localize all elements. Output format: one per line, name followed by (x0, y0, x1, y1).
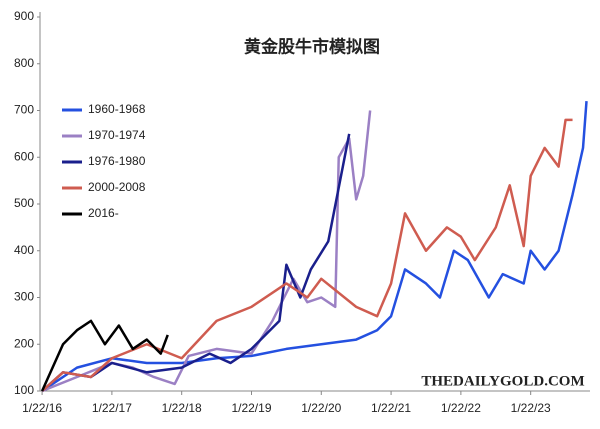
x-tick-label: 1/22/17 (92, 401, 132, 415)
y-tick-label: 100 (14, 383, 34, 397)
y-tick-label: 400 (14, 243, 34, 257)
y-tick-label: 900 (14, 9, 34, 23)
x-tick-label: 1/22/18 (162, 401, 202, 415)
y-tick-label: 300 (14, 290, 34, 304)
chart-title: 黄金股牛市模拟图 (244, 36, 380, 56)
series-line (41, 101, 588, 393)
x-tick-label: 1/22/22 (441, 401, 481, 415)
x-tick-label: 1/22/16 (22, 401, 62, 415)
legend-label: 2000-2008 (88, 180, 146, 194)
y-tick-label: 200 (14, 336, 34, 350)
x-tick-label: 1/22/21 (371, 401, 411, 415)
x-tick-label: 1/22/23 (511, 401, 551, 415)
series-line (40, 319, 169, 392)
legend-label: 1970-1974 (88, 128, 146, 142)
x-tick-label: 1/22/20 (301, 401, 341, 415)
watermark: THEDAILYGOLD.COM (421, 373, 584, 389)
series-line (41, 133, 351, 392)
legend-label: 1976-1980 (88, 154, 146, 168)
y-tick-label: 500 (14, 196, 34, 210)
y-tick-label: 600 (14, 149, 34, 163)
series-line (41, 110, 372, 393)
legend-label: 1960-1968 (88, 102, 146, 116)
y-tick-label: 700 (14, 103, 34, 117)
legend-label: 2016- (88, 206, 119, 220)
series-line (41, 118, 573, 392)
y-tick-label: 800 (14, 56, 34, 70)
x-tick-label: 1/22/19 (231, 401, 271, 415)
